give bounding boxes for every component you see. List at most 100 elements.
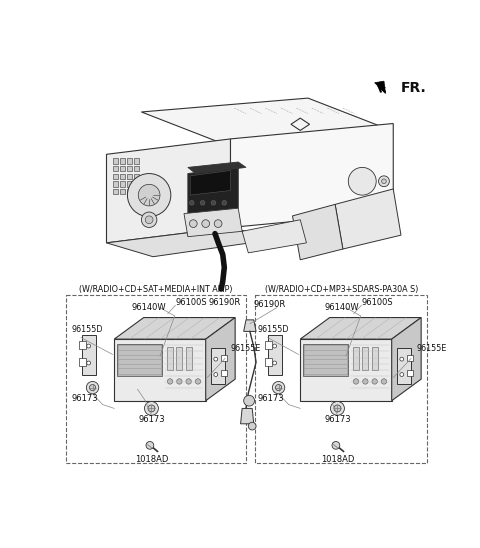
Circle shape	[186, 379, 192, 384]
Polygon shape	[114, 339, 206, 401]
Text: 96173: 96173	[258, 394, 284, 403]
Bar	[255, 295, 427, 463]
Text: 96155D: 96155D	[72, 326, 103, 334]
Bar	[265, 341, 272, 349]
Circle shape	[202, 220, 210, 227]
Polygon shape	[240, 408, 254, 424]
Bar	[186, 347, 192, 370]
Polygon shape	[335, 189, 401, 249]
Circle shape	[400, 373, 404, 376]
Text: (W/RADIO+CD+MP3+SDARS-PA30A S): (W/RADIO+CD+MP3+SDARS-PA30A S)	[264, 284, 418, 294]
Circle shape	[372, 379, 377, 384]
Text: 96190R: 96190R	[254, 300, 286, 309]
Polygon shape	[392, 317, 421, 401]
Bar	[79, 358, 85, 366]
Bar	[362, 347, 369, 370]
Polygon shape	[188, 167, 238, 214]
Circle shape	[214, 357, 218, 361]
Polygon shape	[114, 317, 235, 339]
Bar	[113, 166, 118, 171]
Polygon shape	[107, 227, 277, 256]
Circle shape	[190, 220, 197, 227]
Text: 96190R: 96190R	[208, 299, 240, 307]
Text: 96100S: 96100S	[361, 298, 393, 307]
Bar	[176, 347, 182, 370]
Circle shape	[273, 344, 276, 348]
Text: 96155D: 96155D	[258, 326, 289, 334]
Circle shape	[168, 379, 173, 384]
Circle shape	[334, 405, 341, 412]
Bar	[113, 158, 118, 163]
Circle shape	[138, 184, 160, 206]
Bar	[133, 174, 139, 179]
Text: 96100S: 96100S	[176, 298, 207, 307]
Bar	[372, 347, 378, 370]
Circle shape	[332, 442, 340, 449]
Circle shape	[222, 201, 227, 205]
Text: 96173: 96173	[72, 394, 98, 403]
Text: 1018AD: 1018AD	[135, 455, 168, 465]
Circle shape	[244, 395, 254, 406]
Text: 96173: 96173	[138, 415, 165, 425]
Bar	[407, 370, 413, 376]
Polygon shape	[244, 320, 256, 332]
Polygon shape	[142, 98, 393, 147]
Bar	[127, 166, 132, 171]
Bar	[304, 345, 348, 375]
Bar	[133, 181, 139, 187]
Bar	[127, 158, 132, 163]
Polygon shape	[300, 339, 392, 401]
Bar	[120, 181, 125, 187]
Text: 96140W: 96140W	[324, 303, 359, 312]
Circle shape	[330, 402, 345, 415]
Circle shape	[195, 379, 201, 384]
Bar	[221, 355, 228, 361]
Circle shape	[214, 220, 222, 227]
Text: 96155E: 96155E	[230, 344, 261, 353]
Bar	[167, 347, 173, 370]
Polygon shape	[242, 220, 306, 253]
Bar	[113, 189, 118, 195]
Circle shape	[145, 216, 153, 224]
Circle shape	[272, 381, 285, 394]
Text: FR.: FR.	[401, 81, 427, 95]
Text: 96140W: 96140W	[131, 303, 166, 312]
Bar	[133, 189, 139, 195]
Bar	[265, 358, 272, 366]
Circle shape	[381, 379, 387, 384]
Text: 96173: 96173	[324, 415, 351, 425]
Circle shape	[400, 357, 404, 361]
Bar	[397, 349, 411, 384]
Bar	[127, 189, 132, 195]
Text: 1018AD: 1018AD	[321, 455, 354, 465]
Bar	[127, 181, 132, 187]
Bar	[82, 335, 96, 375]
Bar	[118, 345, 162, 375]
Bar	[221, 370, 228, 376]
Circle shape	[190, 201, 194, 205]
Circle shape	[127, 174, 171, 216]
Circle shape	[86, 381, 99, 394]
Circle shape	[273, 361, 276, 365]
Circle shape	[248, 423, 256, 430]
Circle shape	[144, 402, 158, 415]
Polygon shape	[230, 123, 393, 227]
Bar	[211, 349, 225, 384]
Bar	[79, 341, 85, 349]
Circle shape	[276, 385, 282, 391]
Polygon shape	[206, 317, 235, 401]
Polygon shape	[188, 162, 246, 174]
Circle shape	[87, 361, 91, 365]
Bar	[117, 344, 162, 376]
Bar	[268, 335, 282, 375]
Bar	[113, 181, 118, 187]
Bar	[407, 355, 413, 361]
Bar	[120, 166, 125, 171]
Circle shape	[89, 385, 96, 391]
Text: (W/RADIO+CD+SAT+MEDIA+INT AMP): (W/RADIO+CD+SAT+MEDIA+INT AMP)	[79, 284, 233, 294]
Circle shape	[353, 379, 359, 384]
Bar	[66, 295, 246, 463]
Polygon shape	[107, 139, 230, 243]
Polygon shape	[300, 317, 421, 339]
Bar	[120, 189, 125, 195]
